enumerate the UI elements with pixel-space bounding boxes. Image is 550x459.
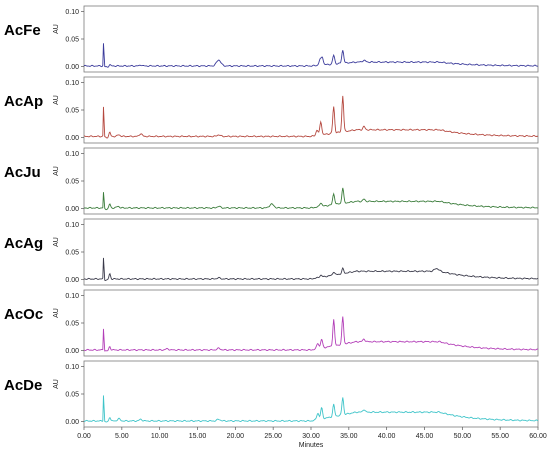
x-tick-label: 20.00	[227, 433, 245, 440]
y-axis-label: AU	[53, 24, 60, 34]
panel-frame	[83, 76, 539, 144]
x-tick-label: 25.00	[264, 433, 282, 440]
y-tick-label: 0.00	[65, 348, 79, 355]
y-tick-label: 0.10	[65, 364, 79, 371]
x-tick-label: 35.00	[340, 433, 358, 440]
y-tick-label: 0.00	[65, 419, 79, 426]
x-tick-label: 40.00	[378, 433, 396, 440]
x-tick-label: 10.00	[151, 433, 169, 440]
x-tick-label: 5.00	[115, 433, 129, 440]
panel-frame	[83, 289, 539, 357]
panel-frame	[83, 218, 539, 286]
y-tick-label: 0.05	[65, 178, 79, 185]
trace-acap	[83, 95, 539, 139]
x-tick-label: 0.00	[77, 433, 91, 440]
trace-acag	[83, 257, 539, 281]
panel-frame	[83, 5, 539, 73]
trace-acfe	[83, 43, 539, 68]
y-axis-label: AU	[53, 308, 60, 318]
x-tick-label: 55.00	[491, 433, 509, 440]
sample-label-acap: AcAp	[4, 93, 43, 110]
panel-acde: 0.00 0.05 0.10 AU AcDe	[4, 360, 539, 428]
sample-label-acag: AcAg	[4, 235, 43, 252]
y-axis-label: AU	[53, 237, 60, 247]
trace-acju	[83, 187, 539, 211]
y-axis-label: AU	[53, 166, 60, 176]
panel-acju: 0.00 0.05 0.10 AU AcJu	[4, 147, 539, 215]
y-tick-label: 0.05	[65, 249, 79, 256]
y-tick-label: 0.00	[65, 277, 79, 284]
y-tick-label: 0.05	[65, 107, 79, 114]
sample-label-acoc: AcOc	[4, 306, 43, 323]
panel-acoc: 0.00 0.05 0.10 AU AcOc	[4, 289, 539, 357]
x-tick-label: 60.00	[529, 433, 547, 440]
panel-frame	[83, 360, 539, 428]
y-tick-label: 0.00	[65, 64, 79, 71]
y-tick-label: 0.05	[65, 36, 79, 43]
sample-label-acju: AcJu	[4, 164, 41, 181]
y-axis-label: AU	[53, 95, 60, 105]
y-tick-label: 0.00	[65, 206, 79, 213]
panel-acag: 0.00 0.05 0.10 AU AcAg	[4, 218, 539, 286]
x-axis-label: Minutes	[299, 442, 324, 449]
x-tick-label: 45.00	[416, 433, 434, 440]
y-tick-label: 0.10	[65, 9, 79, 16]
y-tick-label: 0.10	[65, 151, 79, 158]
trace-acde	[83, 395, 539, 423]
trace-acoc	[83, 316, 539, 352]
y-tick-label: 0.10	[65, 80, 79, 87]
panel-acfe: 0.00 0.05 0.10 AU AcFe	[4, 5, 539, 73]
x-tick-label: 30.00	[302, 433, 320, 440]
sample-label-acfe: AcFe	[4, 22, 41, 39]
sample-label-acde: AcDe	[4, 377, 42, 394]
x-tick-label: 50.00	[454, 433, 472, 440]
x-tick-label: 15.00	[189, 433, 207, 440]
panel-frame	[83, 147, 539, 215]
y-tick-label: 0.05	[65, 320, 79, 327]
panel-acap: 0.00 0.05 0.10 AU AcAp	[4, 76, 539, 144]
y-axis-label: AU	[53, 379, 60, 389]
y-tick-label: 0.00	[65, 135, 79, 142]
y-tick-label: 0.10	[65, 222, 79, 229]
x-axis: 0.00 5.00 10.00 15.00 20.00 25.00 30.00 35.00 40…	[77, 427, 547, 449]
y-tick-label: 0.05	[65, 391, 79, 398]
y-tick-label: 0.10	[65, 293, 79, 300]
